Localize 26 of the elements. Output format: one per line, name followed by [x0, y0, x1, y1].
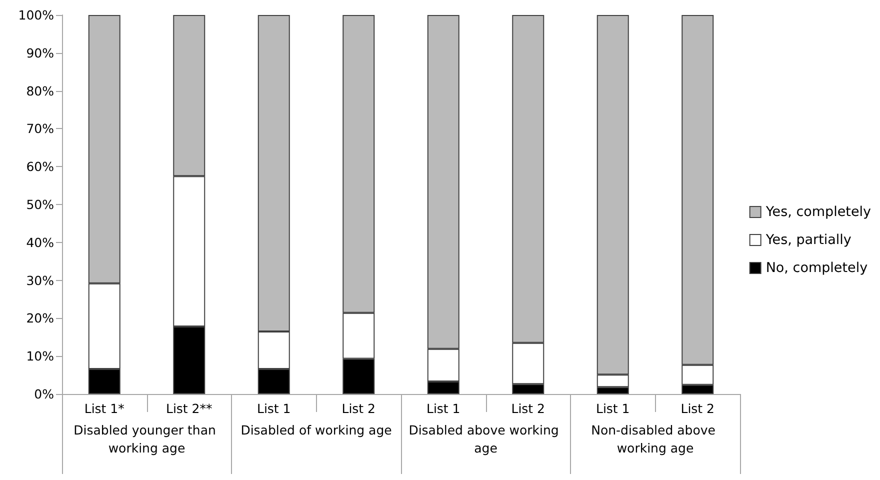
legend-label: No, completely — [766, 260, 868, 276]
y-tick-label: 90% — [26, 45, 54, 60]
x-tick-label: List 2** — [166, 401, 212, 416]
x-tick-label: List 1* — [84, 401, 124, 416]
y-tick-label: 10% — [26, 348, 54, 364]
y-tick-label: 0% — [34, 386, 54, 402]
x-tick-label: List 2 — [511, 401, 546, 416]
text: Disabled of working age — [240, 422, 392, 438]
x-tick-label: List 1 — [426, 401, 460, 416]
y-tick-label: 50% — [26, 197, 54, 212]
y-tick-label: 80% — [26, 83, 54, 98]
x-tick-label: List 1 — [256, 401, 291, 416]
x-tick-label: List 2 — [342, 401, 376, 416]
y-tick-label: 40% — [26, 234, 54, 250]
legend-label: Yes, partially — [764, 232, 852, 248]
y-tick-label: 30% — [26, 272, 54, 288]
text: Disabled younger than working age — [74, 422, 220, 456]
y-tick-label: 70% — [26, 121, 54, 136]
x-tick-label: List 2 — [680, 401, 715, 416]
y-tick-label: 100% — [18, 8, 54, 22]
x-tick-label: List 1 — [596, 401, 630, 416]
text: Non-disabled above working age — [591, 422, 720, 456]
text: Disabled above working age — [408, 422, 563, 456]
y-tick-label: 60% — [26, 159, 54, 174]
legend-label: Yes, completely — [764, 204, 872, 220]
y-tick-label: 20% — [26, 310, 54, 326]
